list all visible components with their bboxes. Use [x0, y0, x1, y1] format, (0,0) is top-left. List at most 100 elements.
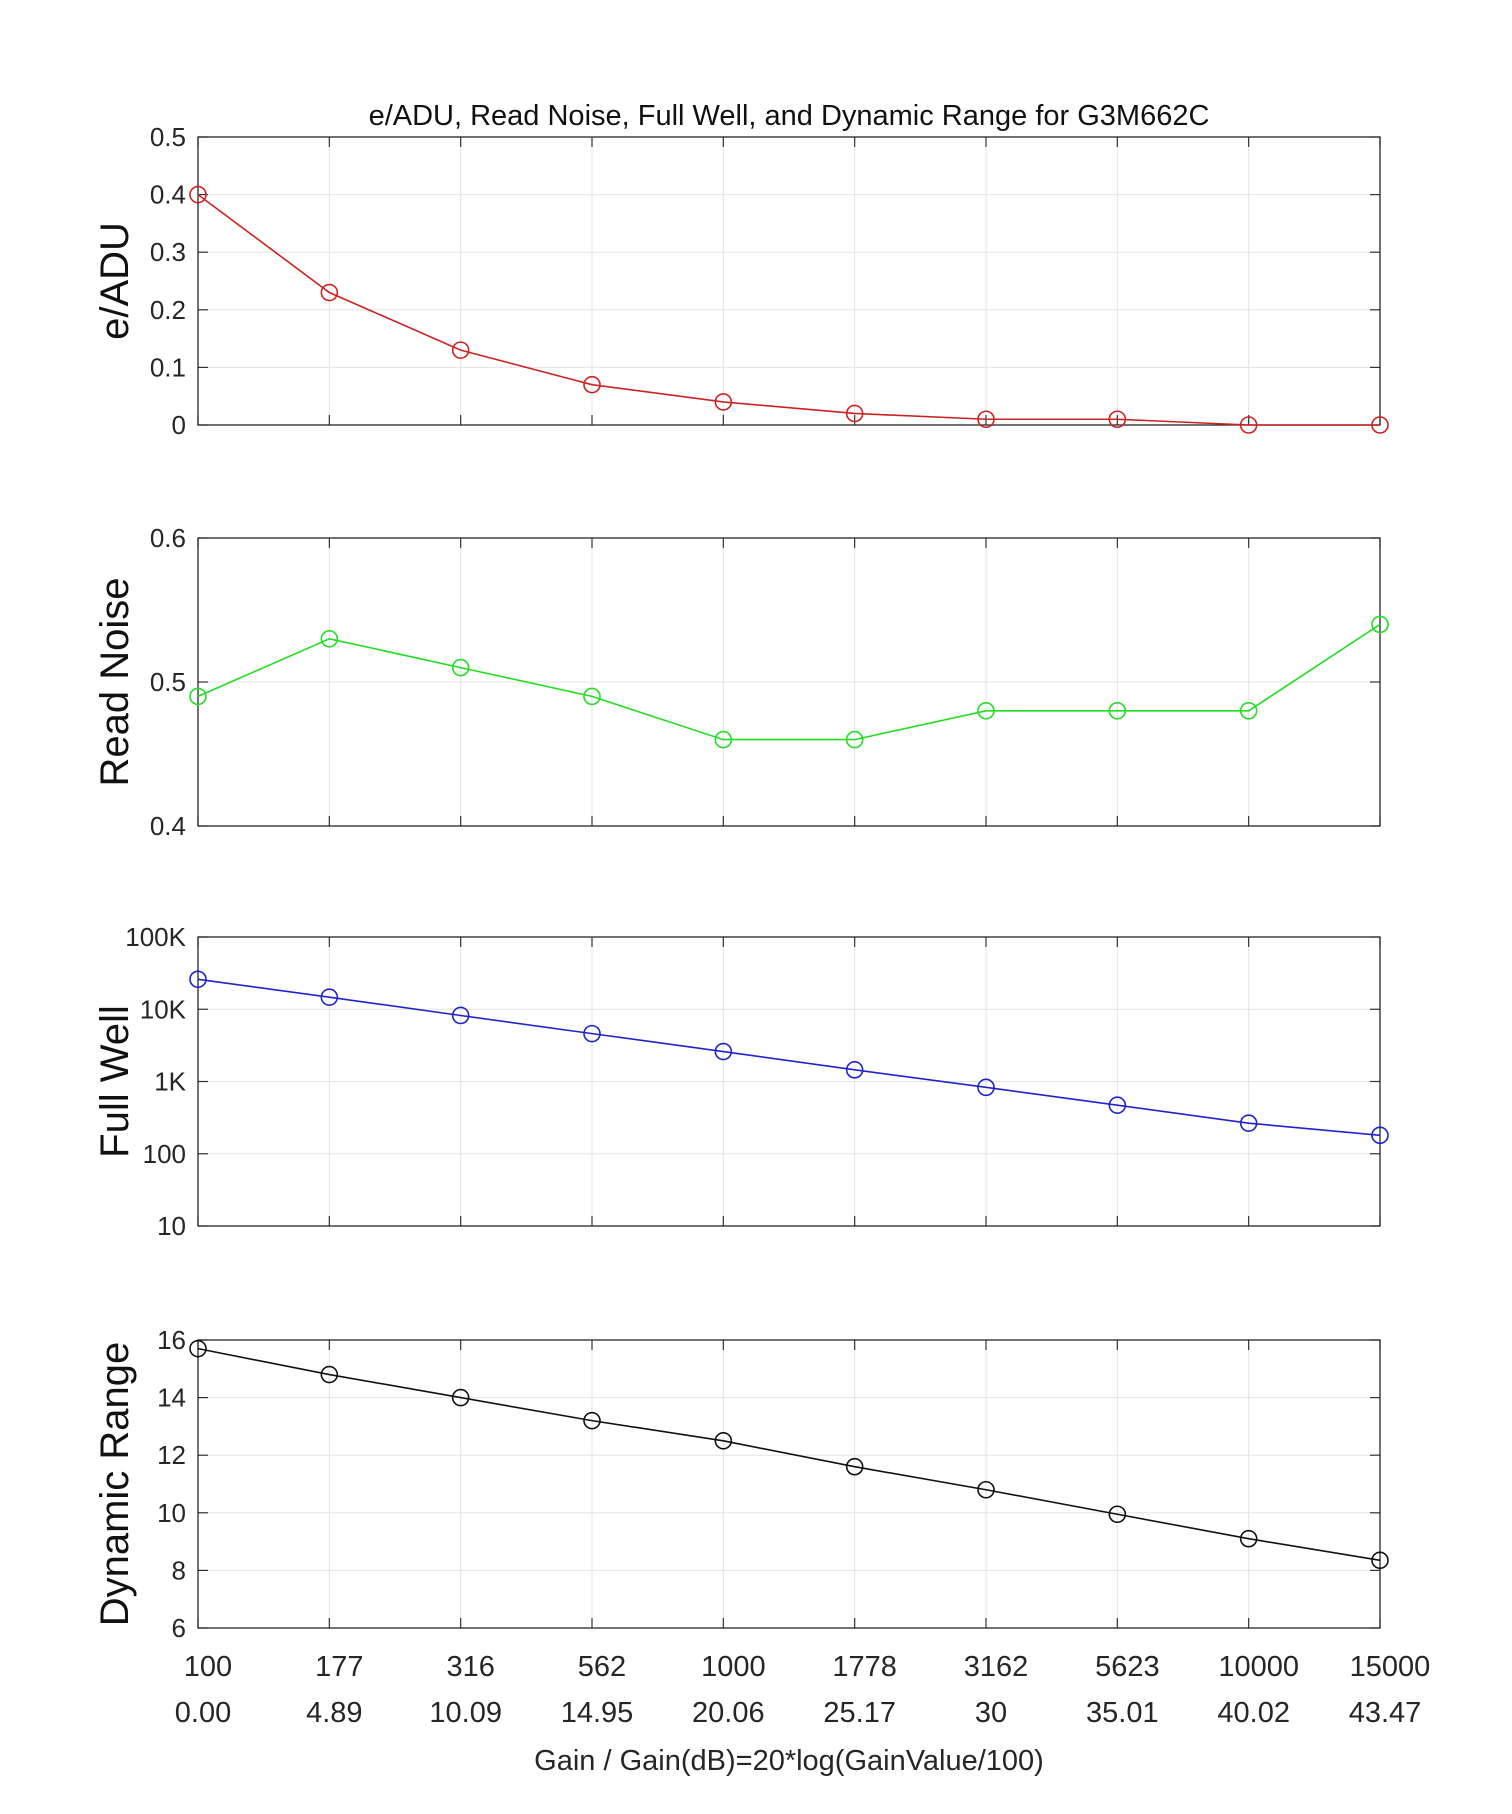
data-point: [583, 687, 601, 706]
x-tick-label-db: 0.00: [175, 1697, 231, 1729]
y-tick-label: 14: [157, 1383, 186, 1413]
y-tick-label: 100K: [125, 922, 186, 952]
x-tick-label-gain: 562: [578, 1651, 626, 1683]
data-point: [1371, 1551, 1389, 1570]
series-line: [197, 978, 1381, 1137]
data-point: [845, 404, 864, 423]
y-axis-label: Dynamic Range: [93, 1342, 137, 1627]
y-tick-label: 10: [157, 1498, 186, 1528]
y-tick-label: 0.5: [150, 667, 186, 697]
data-point: [451, 1388, 470, 1407]
panel-4: 6 8 10 12 14 16 Dynamic Range: [93, 1325, 1389, 1643]
panel-1: 0 0.1 0.2 0.3 0.4 0.5 e/ADU: [93, 122, 1389, 440]
data-point: [1108, 1505, 1127, 1524]
data-point: [977, 410, 995, 429]
x-tick-label-gain: 177: [315, 1651, 363, 1683]
x-tick-label-gain: 10000: [1218, 1651, 1299, 1683]
panel-2: 0.4 0.5 0.6 Read Noise: [93, 523, 1389, 841]
data-point: [1108, 410, 1127, 429]
data-point: [1108, 701, 1127, 720]
x-tick-labels: 100 177 316 562 1000 1778 3162 5623 10000 15000 0.…: [175, 1651, 1431, 1729]
data-point: [1371, 615, 1389, 634]
x-tick-label-gain: 15000: [1350, 1651, 1431, 1683]
axes-frame: [197, 136, 1381, 426]
x-tick-label-gain: 316: [446, 1651, 494, 1683]
y-tick-label: 6: [172, 1613, 186, 1643]
y-tick-label: 0.5: [150, 122, 186, 152]
axes-frame: [197, 537, 1381, 827]
data-point: [1239, 416, 1258, 434]
y-tick-label: 100: [143, 1139, 186, 1169]
data-point: [714, 393, 733, 411]
x-tick-label-db: 10.09: [429, 1697, 502, 1729]
y-tick-label: 8: [172, 1555, 186, 1585]
y-axis-label: Read Noise: [93, 577, 137, 786]
data-point: [320, 988, 339, 1006]
data-point: [977, 1480, 995, 1499]
series-line: [197, 1347, 1381, 1562]
data-point: [1239, 1529, 1258, 1548]
series-line: [197, 193, 1380, 426]
y-tick-label: 12: [157, 1440, 186, 1470]
y-axis-label: Full Well: [93, 1005, 137, 1158]
plot-area: [198, 1340, 1380, 1628]
y-axis-label: e/ADU: [93, 222, 137, 340]
y-tick-label: 10K: [140, 994, 187, 1024]
data-point: [320, 283, 339, 302]
x-tick-label-db: 14.95: [561, 1697, 634, 1729]
data-point: [189, 185, 207, 204]
x-tick-label-gain: 1000: [701, 1651, 766, 1683]
y-tick-label: 0.6: [150, 523, 186, 553]
series-line: [197, 623, 1381, 741]
data-point: [714, 1042, 733, 1061]
data-point: [189, 970, 207, 989]
x-tick-label-gain: 1778: [832, 1651, 897, 1683]
plot-area: [198, 137, 1380, 425]
y-tick-label: 16: [157, 1325, 186, 1355]
x-tick-label-db: 43.47: [1349, 1697, 1422, 1729]
data-point: [845, 1061, 864, 1079]
y-tick-label: 1K: [154, 1067, 186, 1097]
data-point: [583, 1024, 601, 1043]
x-tick-label-db: 35.01: [1086, 1697, 1159, 1729]
x-tick-label-gain: 5623: [1095, 1651, 1160, 1683]
x-tick-label-db: 30: [975, 1697, 1007, 1729]
data-point: [845, 730, 864, 749]
y-tick-label: 0.2: [150, 295, 186, 325]
y-tick-label: 10: [157, 1211, 186, 1241]
data-point: [320, 1365, 339, 1384]
y-tick-label: 0.1: [150, 352, 186, 382]
x-tick-label-db: 40.02: [1217, 1697, 1290, 1729]
data-point: [845, 1457, 864, 1476]
x-tick-label-gain: 3162: [964, 1651, 1029, 1683]
y-tick-label: 0.4: [150, 180, 186, 210]
axes-frame: [197, 1339, 1381, 1629]
data-point: [451, 658, 470, 677]
y-tick-label: 0.4: [150, 811, 186, 841]
data-point: [1371, 1126, 1389, 1145]
x-tick-label-db: 20.06: [692, 1697, 765, 1729]
data-point: [189, 1339, 207, 1358]
data-point: [714, 1432, 733, 1450]
data-point: [977, 701, 995, 720]
data-point: [714, 730, 733, 749]
axes-frame: [197, 936, 1381, 1227]
data-point: [977, 1078, 995, 1097]
x-tick-label-gain: 100: [184, 1651, 232, 1683]
x-axis-label: Gain / Gain(dB)=20*log(GainValue/100): [534, 1745, 1044, 1777]
panel-3: 10 100 1K 10K 100K Full Well: [93, 922, 1389, 1241]
figure-title: e/ADU, Read Noise, Full Well, and Dynami…: [369, 100, 1210, 132]
x-tick-label-db: 4.89: [306, 1697, 362, 1729]
data-point: [583, 1411, 601, 1430]
data-point: [583, 375, 601, 394]
data-point: [189, 687, 207, 706]
data-point: [1239, 1114, 1258, 1132]
y-tick-label: 0.3: [150, 237, 186, 267]
data-point: [1239, 701, 1258, 720]
y-tick-label: 0: [172, 410, 186, 440]
data-point: [451, 1006, 470, 1025]
data-point: [1108, 1096, 1127, 1114]
data-point: [1371, 416, 1389, 434]
data-point: [451, 341, 470, 359]
